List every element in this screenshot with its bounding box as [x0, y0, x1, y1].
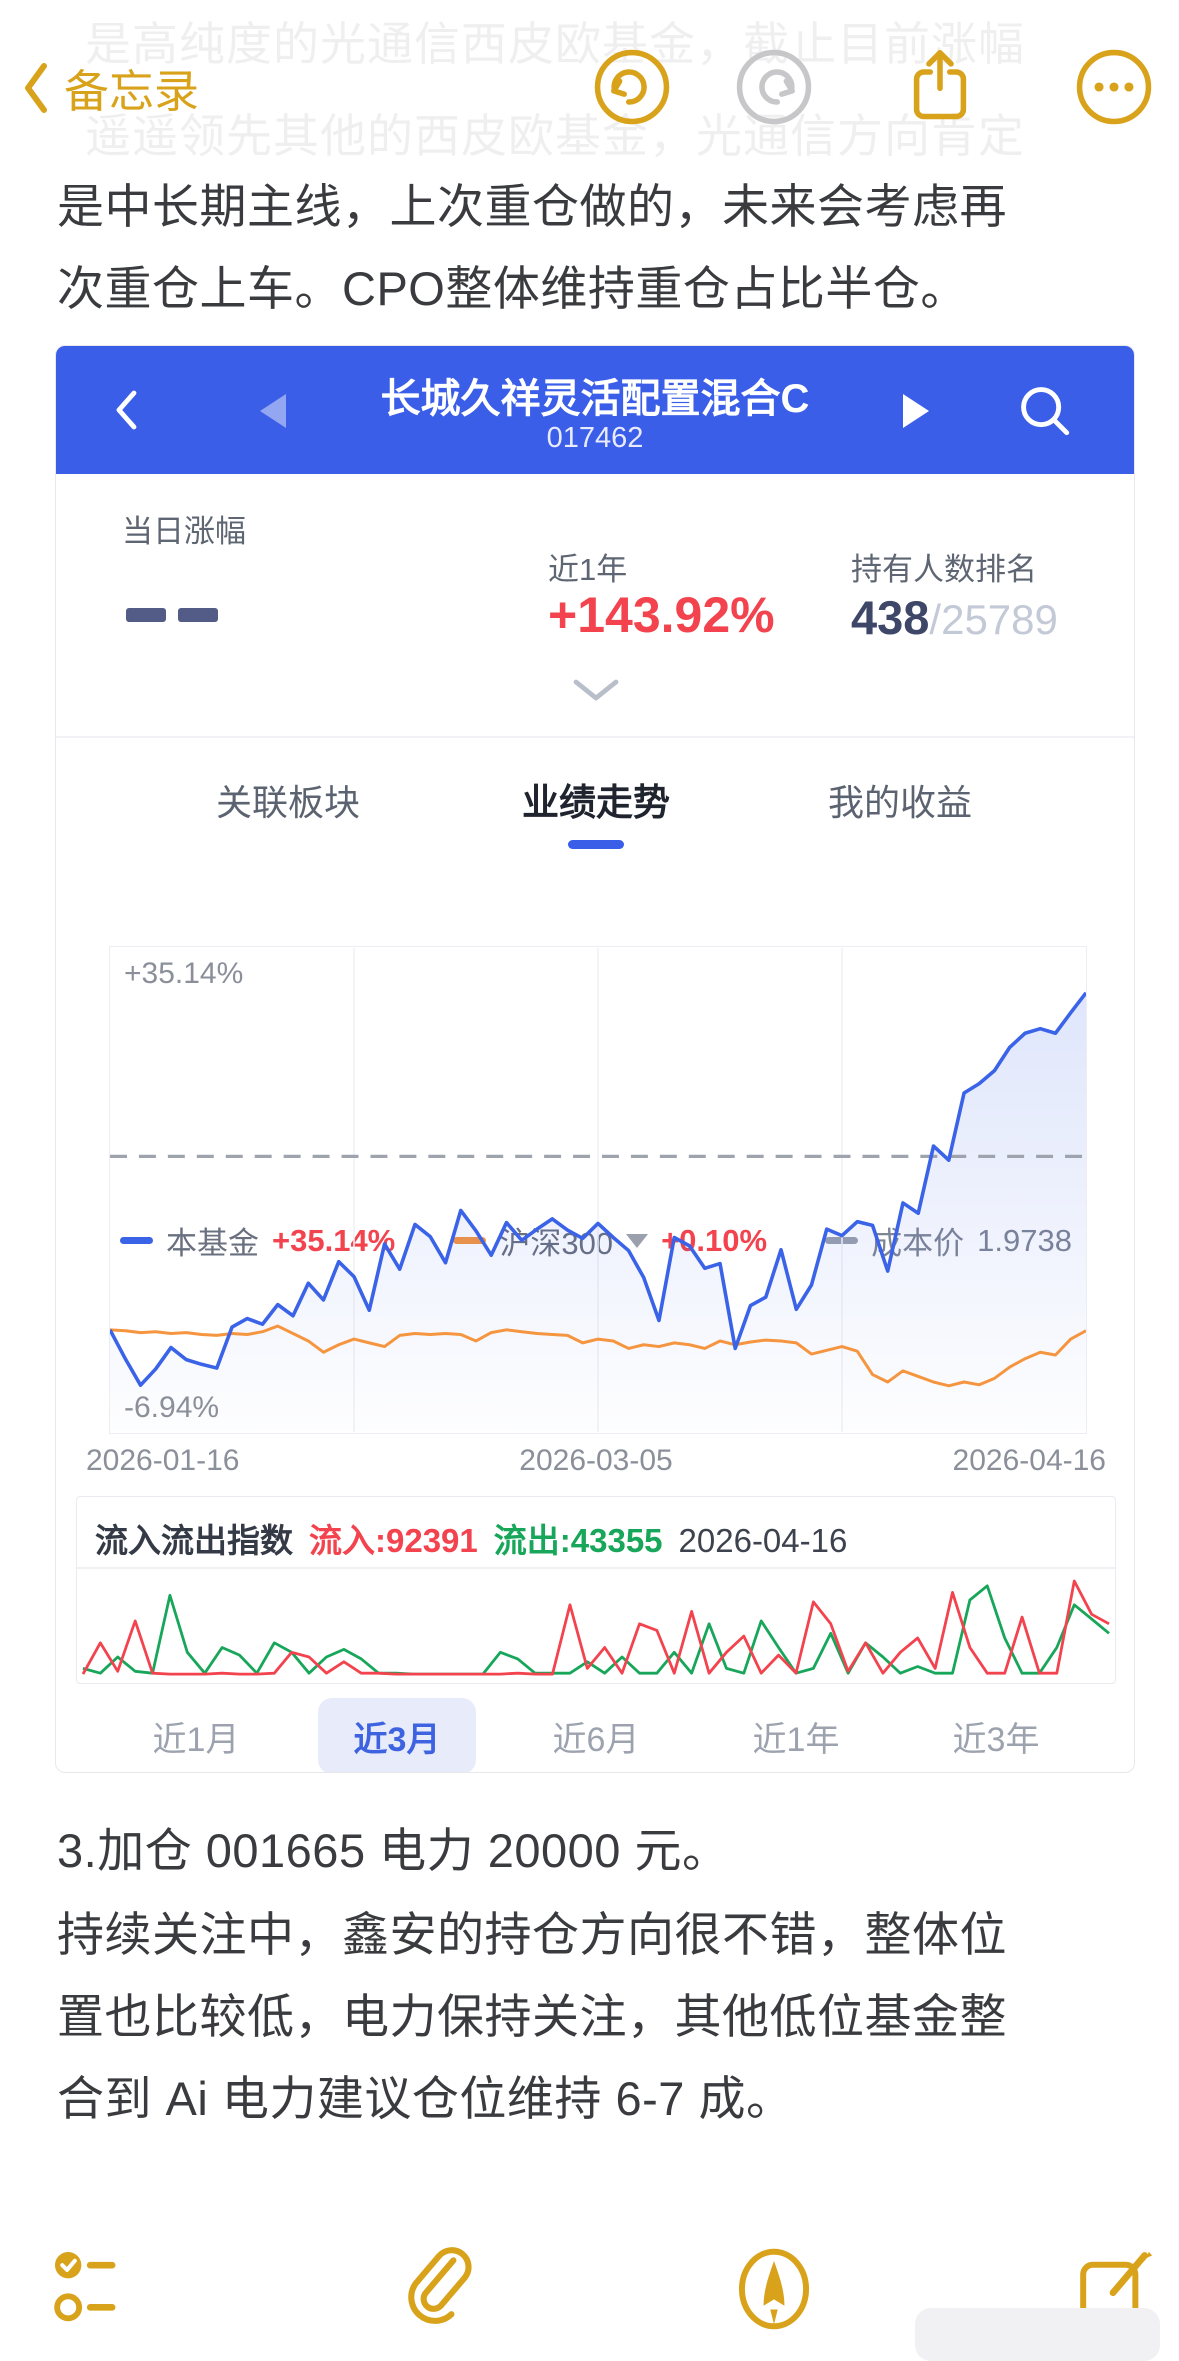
redo-icon [736, 49, 812, 125]
paperclip-icon [408, 2247, 472, 2324]
section-divider [56, 736, 1134, 738]
chevron-left-icon [25, 62, 47, 113]
tab-my-earnings[interactable]: 我的收益 [828, 782, 973, 823]
fund-code: 017462 [546, 422, 644, 454]
prev-fund-icon[interactable] [260, 394, 286, 428]
undo-icon [594, 49, 670, 125]
flow-index-panel[interactable]: 流入流出指数 流入:92391 流出:43355 2026-04-16 [76, 1496, 1116, 1684]
undo-button[interactable] [593, 48, 671, 126]
performance-chart[interactable]: +35.14% -6.94% [109, 946, 1087, 1434]
redo-button[interactable] [735, 48, 813, 126]
ellipsis-circle-icon [1076, 49, 1152, 125]
outflow-value: 流出:43355 [493, 1522, 663, 1559]
daily-change-label: 当日涨幅 [122, 514, 246, 549]
x-label-mid: 2026-03-05 [519, 1444, 673, 1477]
watermark-block [915, 2308, 1160, 2361]
flow-index-title: 流入流出指数 [95, 1522, 293, 1559]
flow-date: 2026-04-16 [678, 1522, 848, 1559]
range-1m[interactable]: 近1月 [152, 1720, 240, 1759]
one-year-return-value: +143.92% [548, 587, 775, 643]
inflow-value: 流入:92391 [309, 1522, 478, 1559]
active-tab-underline [568, 840, 624, 849]
marker-pen-icon [738, 2248, 810, 2330]
x-label-end: 2026-04-16 [952, 1444, 1106, 1477]
tab-related-sectors[interactable]: 关联板块 [216, 782, 361, 823]
daily-change-value [126, 608, 218, 622]
flow-divider [77, 1567, 1115, 1569]
fund-back-icon[interactable] [114, 390, 138, 430]
range-3y[interactable]: 近3年 [952, 1720, 1040, 1759]
range-6m[interactable]: 近6月 [552, 1720, 640, 1759]
note-text-line: 合到 Ai 电力建议仓位维持 6-7 成。 [57, 2072, 794, 2125]
x-label-start: 2026-01-16 [86, 1444, 240, 1477]
back-button[interactable]: 备忘录 [22, 55, 199, 120]
holder-rank-label: 持有人数排名 [851, 552, 1037, 587]
fund-title: 长城久祥灵活配置混合C [380, 377, 810, 421]
scrolled-note-text-faded-2: 遥遥领先其他的西皮欧基金，光通信方向肯定 [85, 110, 1025, 162]
checklist-icon [54, 2251, 116, 2322]
note-text-line: 次重仓上车。CPO整体维持重仓占比半仓。 [57, 262, 968, 315]
legend-fund-change: +35.14% [272, 1222, 396, 1258]
attachment-button[interactable] [398, 2243, 482, 2335]
next-fund-icon[interactable] [903, 394, 929, 428]
tab-performance-trend[interactable]: 业绩走势 [522, 782, 670, 823]
holder-rank-value: 438/25789 [851, 590, 1058, 645]
note-text-line: 是中长期主线，上次重仓做的，未来会考虑再 [57, 180, 1007, 233]
index-dropdown-icon[interactable] [626, 1233, 649, 1248]
note-text-line: 置也比较低，电力保持关注，其他低位基金整 [57, 1990, 1007, 2043]
y-min-label: -6.94% [124, 1391, 220, 1424]
fund-app-header: 长城久祥灵活配置混合C 017462 [56, 346, 1134, 474]
legend-fund-name: 本基金 [166, 1226, 259, 1261]
back-button-label: 备忘录 [64, 66, 200, 117]
note-text-line: 持续关注中，鑫安的持仓方向很不错，整体位 [57, 1908, 1007, 1961]
y-max-label: +35.14% [124, 957, 244, 990]
range-3m[interactable]: 近3月 [318, 1698, 476, 1772]
fund-line-swatch [120, 1237, 153, 1244]
range-selector: 近1月 近3月 近6月 近1年 近3年 [56, 1698, 1134, 1772]
flow-index-chart-canvas [81, 1579, 1110, 1676]
search-icon[interactable] [1014, 380, 1076, 442]
legend-fund: 本基金 +35.14% [120, 1218, 395, 1263]
scrolled-note-text-faded-1: 是高纯度的光通信西皮欧基金，截止目前涨幅 [85, 18, 1025, 70]
fund-app-attachment-card[interactable]: 长城久祥灵活配置混合C 017462 当日涨幅 近1年 +143.92% 持有人… [55, 345, 1135, 1773]
rank-total: /25789 [929, 596, 1058, 643]
checklist-button[interactable] [48, 2243, 158, 2335]
expand-chevron-down-icon[interactable] [572, 678, 620, 702]
range-1y[interactable]: 近1年 [752, 1720, 840, 1759]
x-axis-labels: 2026-01-16 2026-03-05 2026-04-16 [86, 1444, 1106, 1478]
more-button[interactable] [1075, 48, 1153, 126]
performance-chart-canvas [110, 947, 1086, 1433]
one-year-label: 近1年 [548, 552, 628, 587]
share-button[interactable] [901, 44, 979, 126]
markup-button[interactable] [733, 2243, 815, 2335]
rank-number: 438 [851, 591, 930, 644]
flow-index-header: 流入流出指数 流入:92391 流出:43355 2026-04-16 [95, 1514, 847, 1562]
note-text-line: 3.加仓 001665 电力 20000 元。 [57, 1824, 730, 1877]
share-icon [913, 50, 967, 120]
